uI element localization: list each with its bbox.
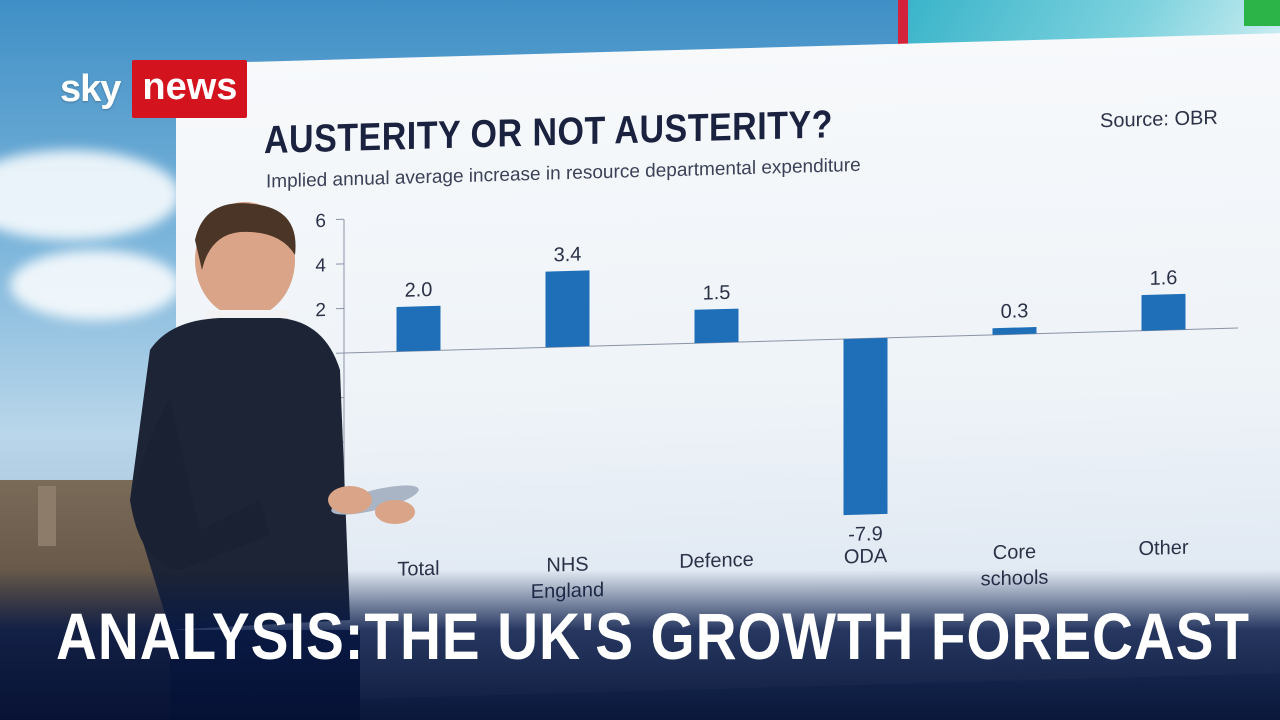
y-tick-label: 2 <box>315 300 326 321</box>
category-label: ODA <box>844 545 888 568</box>
data-label: 0.3 <box>1001 300 1029 323</box>
studio-red-panel <box>898 0 908 52</box>
category-label: Other <box>1138 537 1188 560</box>
sky-news-logo: sky news <box>60 60 248 118</box>
bar-nhs-england <box>545 270 590 348</box>
logo-news-badge: news <box>132 60 248 118</box>
zero-baseline <box>344 327 1238 354</box>
data-label: 2.0 <box>405 279 433 302</box>
background-cloud <box>0 150 180 240</box>
bar-defence <box>694 308 739 344</box>
logo-sky-wordmark: sky <box>60 67 121 110</box>
lower-third-banner <box>0 570 1280 720</box>
bar-oda <box>843 337 888 516</box>
background-tower <box>38 486 56 546</box>
bar-core-schools <box>992 326 1037 335</box>
studio-green-panel <box>1244 0 1280 26</box>
y-tick-label: 6 <box>315 211 326 232</box>
bar-total <box>396 305 441 352</box>
data-label: 3.4 <box>554 244 582 267</box>
data-label: 1.5 <box>703 282 731 305</box>
headline: ANALYSIS:THE UK'S GROWTH FORECAST <box>56 599 1250 673</box>
data-label: -7.9 <box>848 523 882 546</box>
bar-other <box>1141 293 1186 331</box>
data-label: 1.6 <box>1150 267 1178 290</box>
y-tick-label: 4 <box>315 255 326 276</box>
category-label: Defence <box>679 549 753 573</box>
background-cloud <box>10 250 180 320</box>
